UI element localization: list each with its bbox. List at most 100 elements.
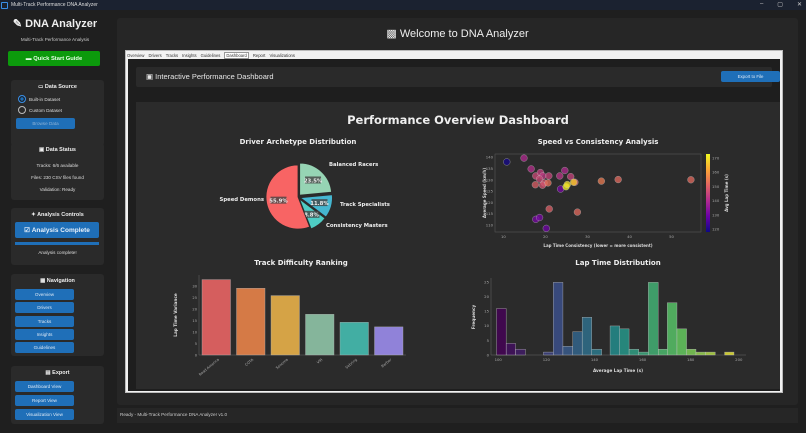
app-title: ✎ DNA Analyzer (12, 18, 98, 30)
tab-insights[interactable]: Insights (182, 52, 197, 58)
builtin-dataset-radio[interactable]: Built-in Dataset (18, 95, 60, 103)
pie-value-label-bg (311, 199, 328, 207)
tab-guidelines[interactable]: Guidelines (200, 52, 221, 58)
hist-x-label: Average Lap Time (s) (593, 368, 643, 373)
colorbar (706, 154, 710, 232)
colorbar-tick: 150 (712, 184, 720, 189)
window-titlebar: Multi-Track Performance DNA Analyzer – ▢… (0, 0, 806, 10)
export-to-file-button[interactable]: Export to File (721, 71, 780, 82)
pie-value-label: 23.5% (304, 178, 323, 184)
data-source-section: ▭ Data Source Built-in Dataset Custom Da… (11, 80, 104, 146)
tab-overview[interactable]: Overview (127, 52, 145, 58)
checkbox-icon: ☑ (24, 227, 32, 234)
hist-y-tick: 25 (484, 280, 489, 285)
wrench-icon: ✦ (31, 212, 38, 218)
tab-dashboard[interactable]: Dashboard (224, 51, 249, 59)
scatter-title: Speed vs Consistency Analysis (538, 138, 659, 146)
tab-visualizations[interactable]: Visualizations (269, 52, 295, 58)
export-section: ▤ Export Dashboard View Report View Visu… (11, 366, 104, 424)
bar-y-tick: 30 (192, 285, 197, 289)
bar-sebring (339, 322, 369, 356)
histogram-bar (609, 325, 620, 356)
bar-y-tick: 0 (195, 353, 198, 357)
analysis-status: Analysis complete! (38, 250, 77, 255)
dashboard-view-button[interactable]: Dashboard View (15, 381, 74, 392)
compass-icon: ▦ (40, 278, 47, 284)
pie-label: Consistency Masters (326, 223, 388, 229)
bar-vir (305, 314, 335, 356)
scatter-point (567, 173, 575, 181)
figure-title: Performance Overview Dashboard (347, 113, 569, 127)
histogram-bar (553, 282, 564, 356)
pie-label: Speed Demons (220, 197, 265, 203)
data-status-section: ▣ Data Status Tracks: 6/6 available File… (11, 143, 104, 200)
bar-y-label: Lap Time Variance (173, 293, 178, 337)
status-bar: Ready - Multi-Track Performance DNA Anal… (117, 408, 798, 423)
scatter-point (531, 181, 539, 189)
histogram-bar (515, 348, 526, 356)
hist-x-tick: 200 (735, 357, 743, 362)
close-button[interactable]: ✕ (796, 2, 802, 8)
nav-tracks-button[interactable]: Tracks (15, 316, 74, 327)
app-icon (1, 1, 8, 9)
scatter-point (563, 180, 571, 189)
pie-value-label-bg (270, 196, 287, 204)
colorbar-tick: 120 (712, 226, 720, 231)
visualization-view-button[interactable]: Visualization View (15, 409, 74, 420)
hist-y-tick: 15 (484, 309, 489, 314)
nav-insights-button[interactable]: Insights (15, 329, 74, 340)
tab-tracks[interactable]: Tracks (165, 52, 179, 58)
scatter-point (503, 158, 511, 166)
maximize-button[interactable]: ▢ (777, 2, 783, 8)
scatter-axes (494, 153, 702, 233)
notebook: Overview Drivers Tracks Insights Guideli… (125, 50, 783, 393)
navigation-section: ▦ Navigation Overview Drivers Tracks Ins… (11, 274, 104, 356)
nav-overview-button[interactable]: Overview (15, 289, 74, 300)
scatter-point (535, 213, 544, 222)
bar-road-america (201, 279, 231, 356)
scatter-x-tick: 30 (585, 234, 590, 239)
scatter-y-tick: 140 (486, 155, 494, 160)
bar-x-tick: Road America (198, 358, 220, 377)
custom-dataset-radio[interactable]: Custom Dataset (18, 106, 62, 114)
hist-x-tick: 140 (591, 357, 599, 362)
dashboard-figure: Performance Overview Dashboard Driver Ar… (136, 102, 780, 389)
bar-cota (236, 288, 266, 356)
nav-drivers-button[interactable]: Drivers (15, 302, 74, 313)
scatter-x-tick: 20 (543, 234, 548, 239)
nav-guidelines-button[interactable]: Guidelines (15, 342, 74, 353)
bar-y-tick: 5 (195, 342, 197, 346)
colorbar-tick: 160 (712, 170, 720, 175)
app-subtitle: Multi-Track Performance Analysis (20, 37, 90, 42)
scatter-point (687, 176, 695, 184)
hist-y-tick: 0 (487, 352, 490, 357)
bar-x-tick: VIR (316, 357, 324, 364)
chart-icon: ▣ (146, 72, 156, 81)
tab-drivers[interactable]: Drivers (148, 52, 162, 58)
scatter-x-tick: 10 (501, 234, 506, 239)
analysis-complete-button[interactable]: ☑ Analysis Complete (15, 222, 99, 238)
scatter-y-tick: 115 (486, 211, 494, 216)
scatter-point (597, 177, 605, 185)
dashboard-header: ▣ Interactive Performance Dashboard Expo… (136, 67, 780, 87)
dna-icon: ✎ (12, 18, 26, 30)
bar-x-tick: Barber (381, 357, 393, 368)
colorbar-label: Avg Lap Time (s) (724, 174, 729, 212)
checker-flag-icon: ▩ (386, 28, 400, 40)
tab-report[interactable]: Report (252, 52, 266, 58)
hist-x-tick: 160 (639, 357, 647, 362)
report-view-button[interactable]: Report View (15, 395, 74, 406)
bar-y-tick: 10 (192, 330, 197, 334)
dashboard-tab-content: ▣ Interactive Performance Dashboard Expo… (128, 59, 780, 391)
scatter-point (542, 224, 550, 232)
scatter-point (535, 175, 544, 183)
browse-data-button[interactable]: Browse Data (16, 118, 75, 129)
minimize-button[interactable]: – (759, 1, 764, 7)
histogram-bar (543, 351, 554, 356)
histogram-bar (686, 348, 697, 356)
quick-start-button[interactable]: ▬ Quick Start Guide (8, 51, 100, 66)
pie-slice-speed-demons (265, 164, 311, 230)
scatter-point (520, 154, 528, 162)
bar-x-tick: Sonoma (275, 358, 289, 370)
dashboard-title: Interactive Performance Dashboard (155, 72, 274, 81)
